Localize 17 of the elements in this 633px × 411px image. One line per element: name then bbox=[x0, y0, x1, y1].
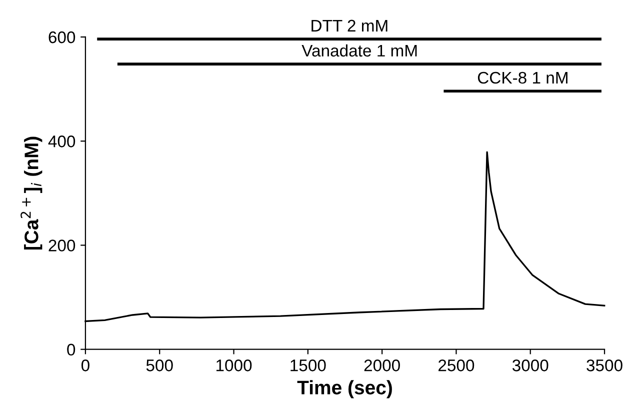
x-tick-label: 2000 bbox=[364, 360, 400, 372]
y-tick-label: 200 bbox=[48, 240, 76, 252]
x-tick-label: 1000 bbox=[216, 360, 252, 372]
y-tick-label: 400 bbox=[48, 136, 76, 148]
annotation: DTT 2 mM bbox=[312, 20, 388, 32]
y-tick-label: 600 bbox=[48, 31, 76, 44]
x-tick-label: 3500 bbox=[586, 360, 622, 372]
annotation: CCK-8 1 nM bbox=[478, 72, 568, 84]
x-tick-label: 3000 bbox=[512, 360, 548, 372]
x-tick-label: 0 bbox=[81, 360, 90, 372]
x-tick-label: 2500 bbox=[438, 360, 474, 372]
y-tick-label: 0 bbox=[67, 344, 76, 356]
x-tick-label: 1500 bbox=[290, 360, 326, 372]
annotation: Vanadate 1 mM bbox=[302, 44, 417, 57]
x-tick-label: 500 bbox=[146, 360, 173, 372]
x-axis-title: Time (sec) bbox=[297, 380, 392, 398]
y-axis-title: [Ca$^{2+}$]$_{i}$ (nM) bbox=[20, 136, 42, 250]
